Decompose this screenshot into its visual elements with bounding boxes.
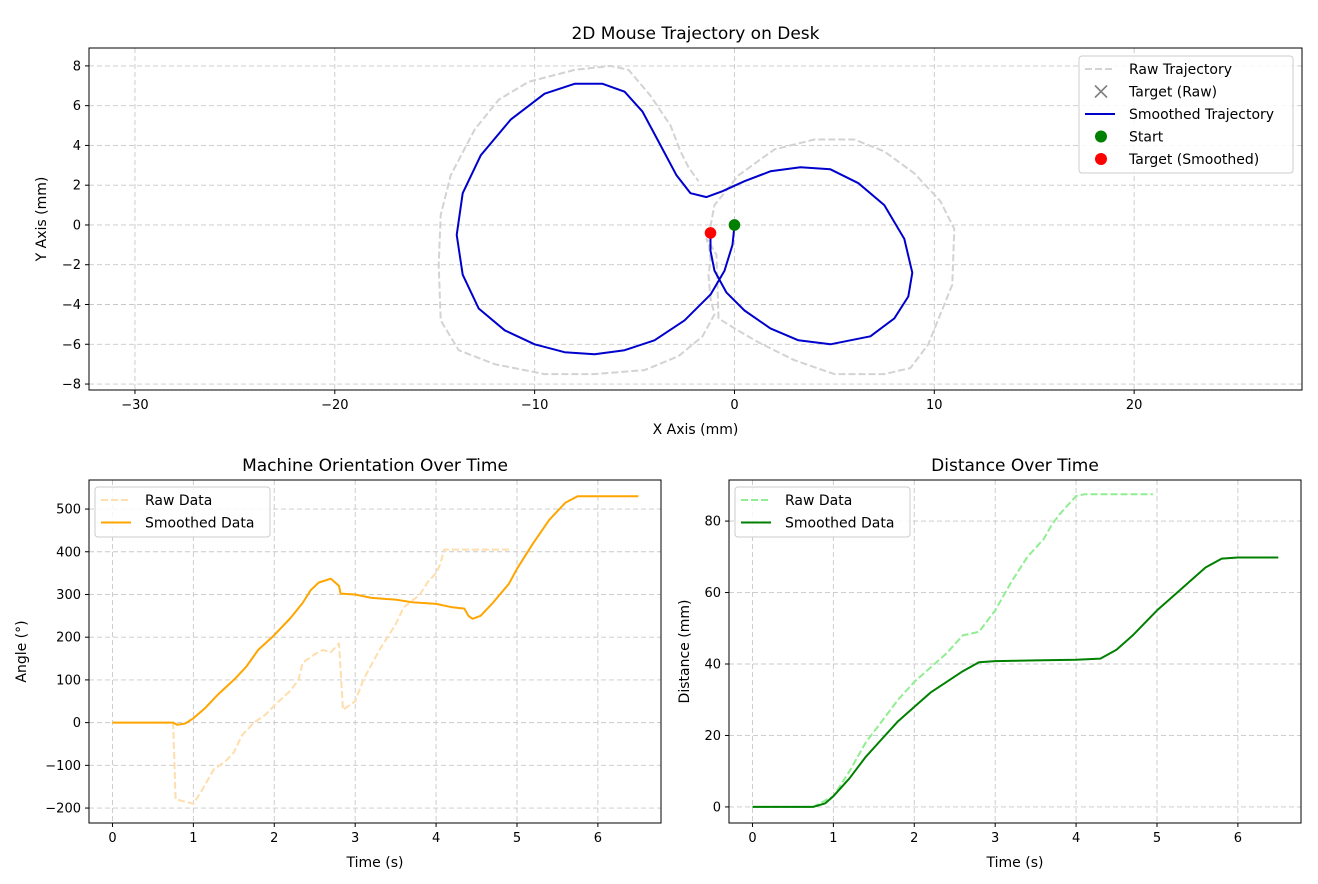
x-tick-label: 4 <box>1072 831 1080 846</box>
chart-title: 2D Mouse Trajectory on Desk <box>571 24 819 44</box>
marker-target-smoothed- <box>704 227 717 239</box>
x-tick-label: 2 <box>910 831 918 846</box>
y-tick-label: 2 <box>73 179 81 194</box>
x-tick-label: −20 <box>321 398 348 413</box>
y-tick-label: −4 <box>62 298 81 313</box>
plot-area <box>112 495 639 805</box>
legend-frame <box>1078 55 1294 174</box>
y-tick-label: −100 <box>45 759 81 774</box>
legend-frame <box>734 486 911 538</box>
x-tick-label: 5 <box>1153 831 1161 846</box>
legend-marker-target-raw- <box>1094 84 1108 99</box>
y-tick-label: −6 <box>62 338 81 353</box>
marker-start <box>728 219 741 231</box>
x-axis-label: Time (s) <box>346 855 404 871</box>
y-tick-label: −2 <box>62 258 81 273</box>
x-tick-label: 1 <box>829 831 837 846</box>
series-raw-data <box>752 493 1153 808</box>
y-axis-label: Distance (mm) <box>677 600 693 704</box>
chart-title: Distance Over Time <box>931 456 1099 476</box>
legend: Raw Trajectory Target (Raw) Smoothed Traje… <box>1078 55 1294 174</box>
legend-label: Raw Data <box>785 493 852 509</box>
y-axis-label: Y Axis (mm) <box>34 177 50 263</box>
plot-area <box>437 64 956 376</box>
y-tick-label: 20 <box>704 729 721 744</box>
x-tick-label: 0 <box>730 398 738 413</box>
y-tick-label: −200 <box>45 802 81 817</box>
x-tick-label: 3 <box>991 831 999 846</box>
series-smoothed-trajectory <box>455 82 914 356</box>
legend-label: Raw Data <box>145 493 212 509</box>
y-tick-label: 0 <box>713 800 721 815</box>
legend-marker-target-smoothed- <box>1095 153 1107 165</box>
plot-frame <box>88 47 1303 391</box>
x-tick-label: 6 <box>594 831 602 846</box>
x-tick-label: 0 <box>748 831 756 846</box>
y-tick-label: 100 <box>56 673 81 688</box>
plot-area <box>752 493 1279 808</box>
y-tick-label: 60 <box>704 586 721 601</box>
y-tick-label: 0 <box>73 218 81 233</box>
legend: Raw Data Smoothed Data <box>94 486 271 538</box>
x-axis-label: X Axis (mm) <box>653 422 739 438</box>
x-tick-label: 3 <box>351 831 359 846</box>
y-tick-label: 6 <box>73 99 81 114</box>
series-raw-data <box>112 548 509 805</box>
legend-marker-start <box>1095 130 1107 143</box>
y-tick-label: 0 <box>73 716 81 731</box>
legend-label: Smoothed Data <box>145 516 254 532</box>
y-tick-label: 400 <box>56 545 81 560</box>
x-tick-label: 20 <box>1126 398 1143 413</box>
y-tick-label: 40 <box>704 658 721 673</box>
plot-frame <box>88 479 662 824</box>
series-smoothed-data <box>112 495 639 726</box>
y-tick-label: 300 <box>56 588 81 603</box>
legend-label: Raw Trajectory <box>1129 62 1232 78</box>
x-tick-label: 4 <box>432 831 440 846</box>
legend-label: Target (Raw) <box>1128 85 1217 101</box>
x-tick-label: −30 <box>121 398 148 413</box>
series-raw-trajectory <box>437 64 956 376</box>
legend-label: Smoothed Data <box>785 516 894 532</box>
legend: Raw Data Smoothed Data <box>734 486 911 538</box>
x-axis-label: Time (s) <box>986 855 1044 871</box>
chart-title: Machine Orientation Over Time <box>242 456 508 476</box>
y-tick-label: 200 <box>56 631 81 646</box>
x-tick-label: 10 <box>926 398 943 413</box>
legend-label: Smoothed Trajectory <box>1129 107 1274 123</box>
y-tick-label: 8 <box>73 59 81 74</box>
y-tick-label: −8 <box>62 378 81 393</box>
x-tick-label: 2 <box>270 831 278 846</box>
y-tick-label: 500 <box>56 503 81 518</box>
x-tick-label: −10 <box>521 398 548 413</box>
chart-orientation: 0 1 2 3 4 5 6 −200 −100 0 100 200 300 400 500 Machine O… <box>14 456 662 871</box>
legend-label: Target (Smoothed) <box>1128 152 1259 168</box>
x-tick-label: 0 <box>108 831 116 846</box>
legend-label: Start <box>1129 130 1164 146</box>
y-axis-label: Angle (°) <box>14 620 30 682</box>
x-tick-label: 1 <box>189 831 197 846</box>
y-tick-label: 80 <box>704 515 721 530</box>
legend-frame <box>94 486 271 538</box>
plot-frame <box>728 479 1302 824</box>
x-tick-label: 6 <box>1234 831 1242 846</box>
series-smoothed-data <box>752 556 1279 808</box>
y-tick-label: 4 <box>73 139 81 154</box>
x-tick-label: 5 <box>513 831 521 846</box>
